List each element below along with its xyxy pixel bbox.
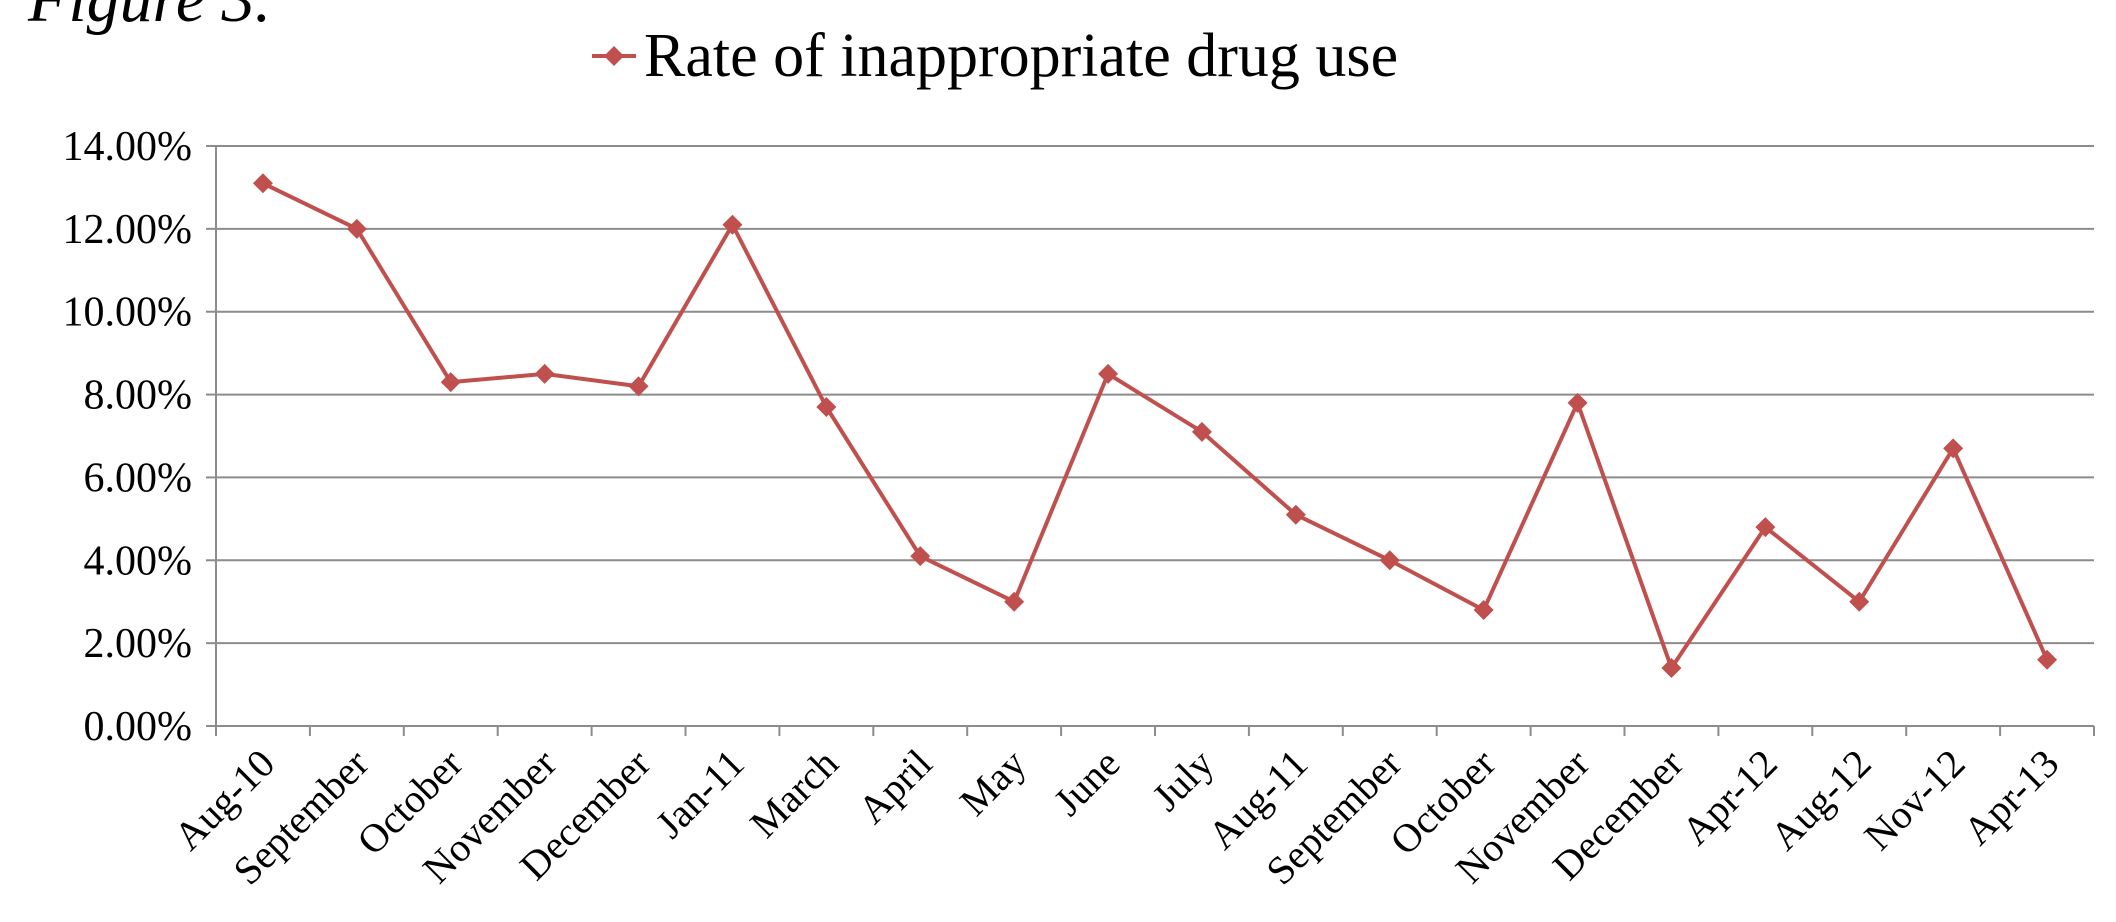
gridlines — [216, 145, 2094, 645]
x-tick-label: Jan-11 — [647, 741, 753, 847]
axes — [206, 145, 2095, 736]
data-point-marker — [346, 218, 367, 239]
y-tick-label: 8.00% — [84, 373, 193, 419]
y-tick-labels: 0.00% 2.00% 4.00% 6.00% 8.00% 10.00% 12.00% 14.… — [63, 124, 193, 750]
y-tick-label: 12.00% — [63, 207, 193, 253]
data-point-marker — [1661, 658, 1682, 678]
data-point-marker — [1191, 421, 1212, 442]
y-tick-label: 0.00% — [84, 704, 193, 750]
data-point-marker — [1285, 504, 1306, 525]
legend: Rate of inappropriate drug use — [592, 22, 1398, 90]
x-tick-label: Apr-12 — [1673, 741, 1786, 854]
data-point-marker — [1379, 550, 1400, 571]
data-point-marker — [1755, 517, 1776, 538]
x-tick-label: Nov-12 — [1855, 741, 1973, 859]
data-point-marker — [1849, 591, 1870, 612]
x-tick-label: Apr-13 — [1954, 741, 2067, 854]
data-point-marker — [252, 173, 273, 194]
y-tick-label: 10.00% — [63, 290, 193, 336]
legend-label: Rate of inappropriate drug use — [644, 22, 1398, 90]
x-tick-label: April — [849, 741, 941, 833]
series-line — [262, 181, 2049, 670]
x-tick-label: June — [1045, 741, 1129, 825]
y-tick-label: 14.00% — [63, 124, 193, 170]
data-point-marker — [1473, 600, 1494, 620]
data-point-marker — [628, 376, 649, 397]
series-group — [252, 173, 2058, 678]
x-tick-label: March — [741, 741, 847, 847]
data-point-marker — [1004, 591, 1025, 612]
y-tick-label: 6.00% — [84, 455, 193, 501]
data-point-marker — [2037, 649, 2058, 670]
data-point-marker — [1943, 438, 1964, 459]
data-point-marker — [1567, 392, 1588, 413]
data-point-marker — [910, 546, 931, 567]
data-point-marker — [534, 363, 555, 384]
data-point-marker — [1098, 363, 1119, 384]
x-tick-label: Aug-12 — [1761, 741, 1879, 859]
legend-marker — [604, 46, 624, 66]
data-point-marker — [722, 214, 743, 235]
x-tick-label: May — [951, 741, 1035, 825]
figure-label: Figure 3. — [28, 0, 271, 38]
data-point-marker — [816, 397, 837, 417]
data-point-marker — [440, 372, 461, 393]
y-tick-label: 2.00% — [84, 621, 193, 667]
x-tick-label: July — [1143, 741, 1222, 820]
x-tick-labels: Aug-10SeptemberOctoberNovemberDecemberJa… — [165, 741, 2067, 894]
y-tick-label: 4.00% — [84, 538, 193, 584]
